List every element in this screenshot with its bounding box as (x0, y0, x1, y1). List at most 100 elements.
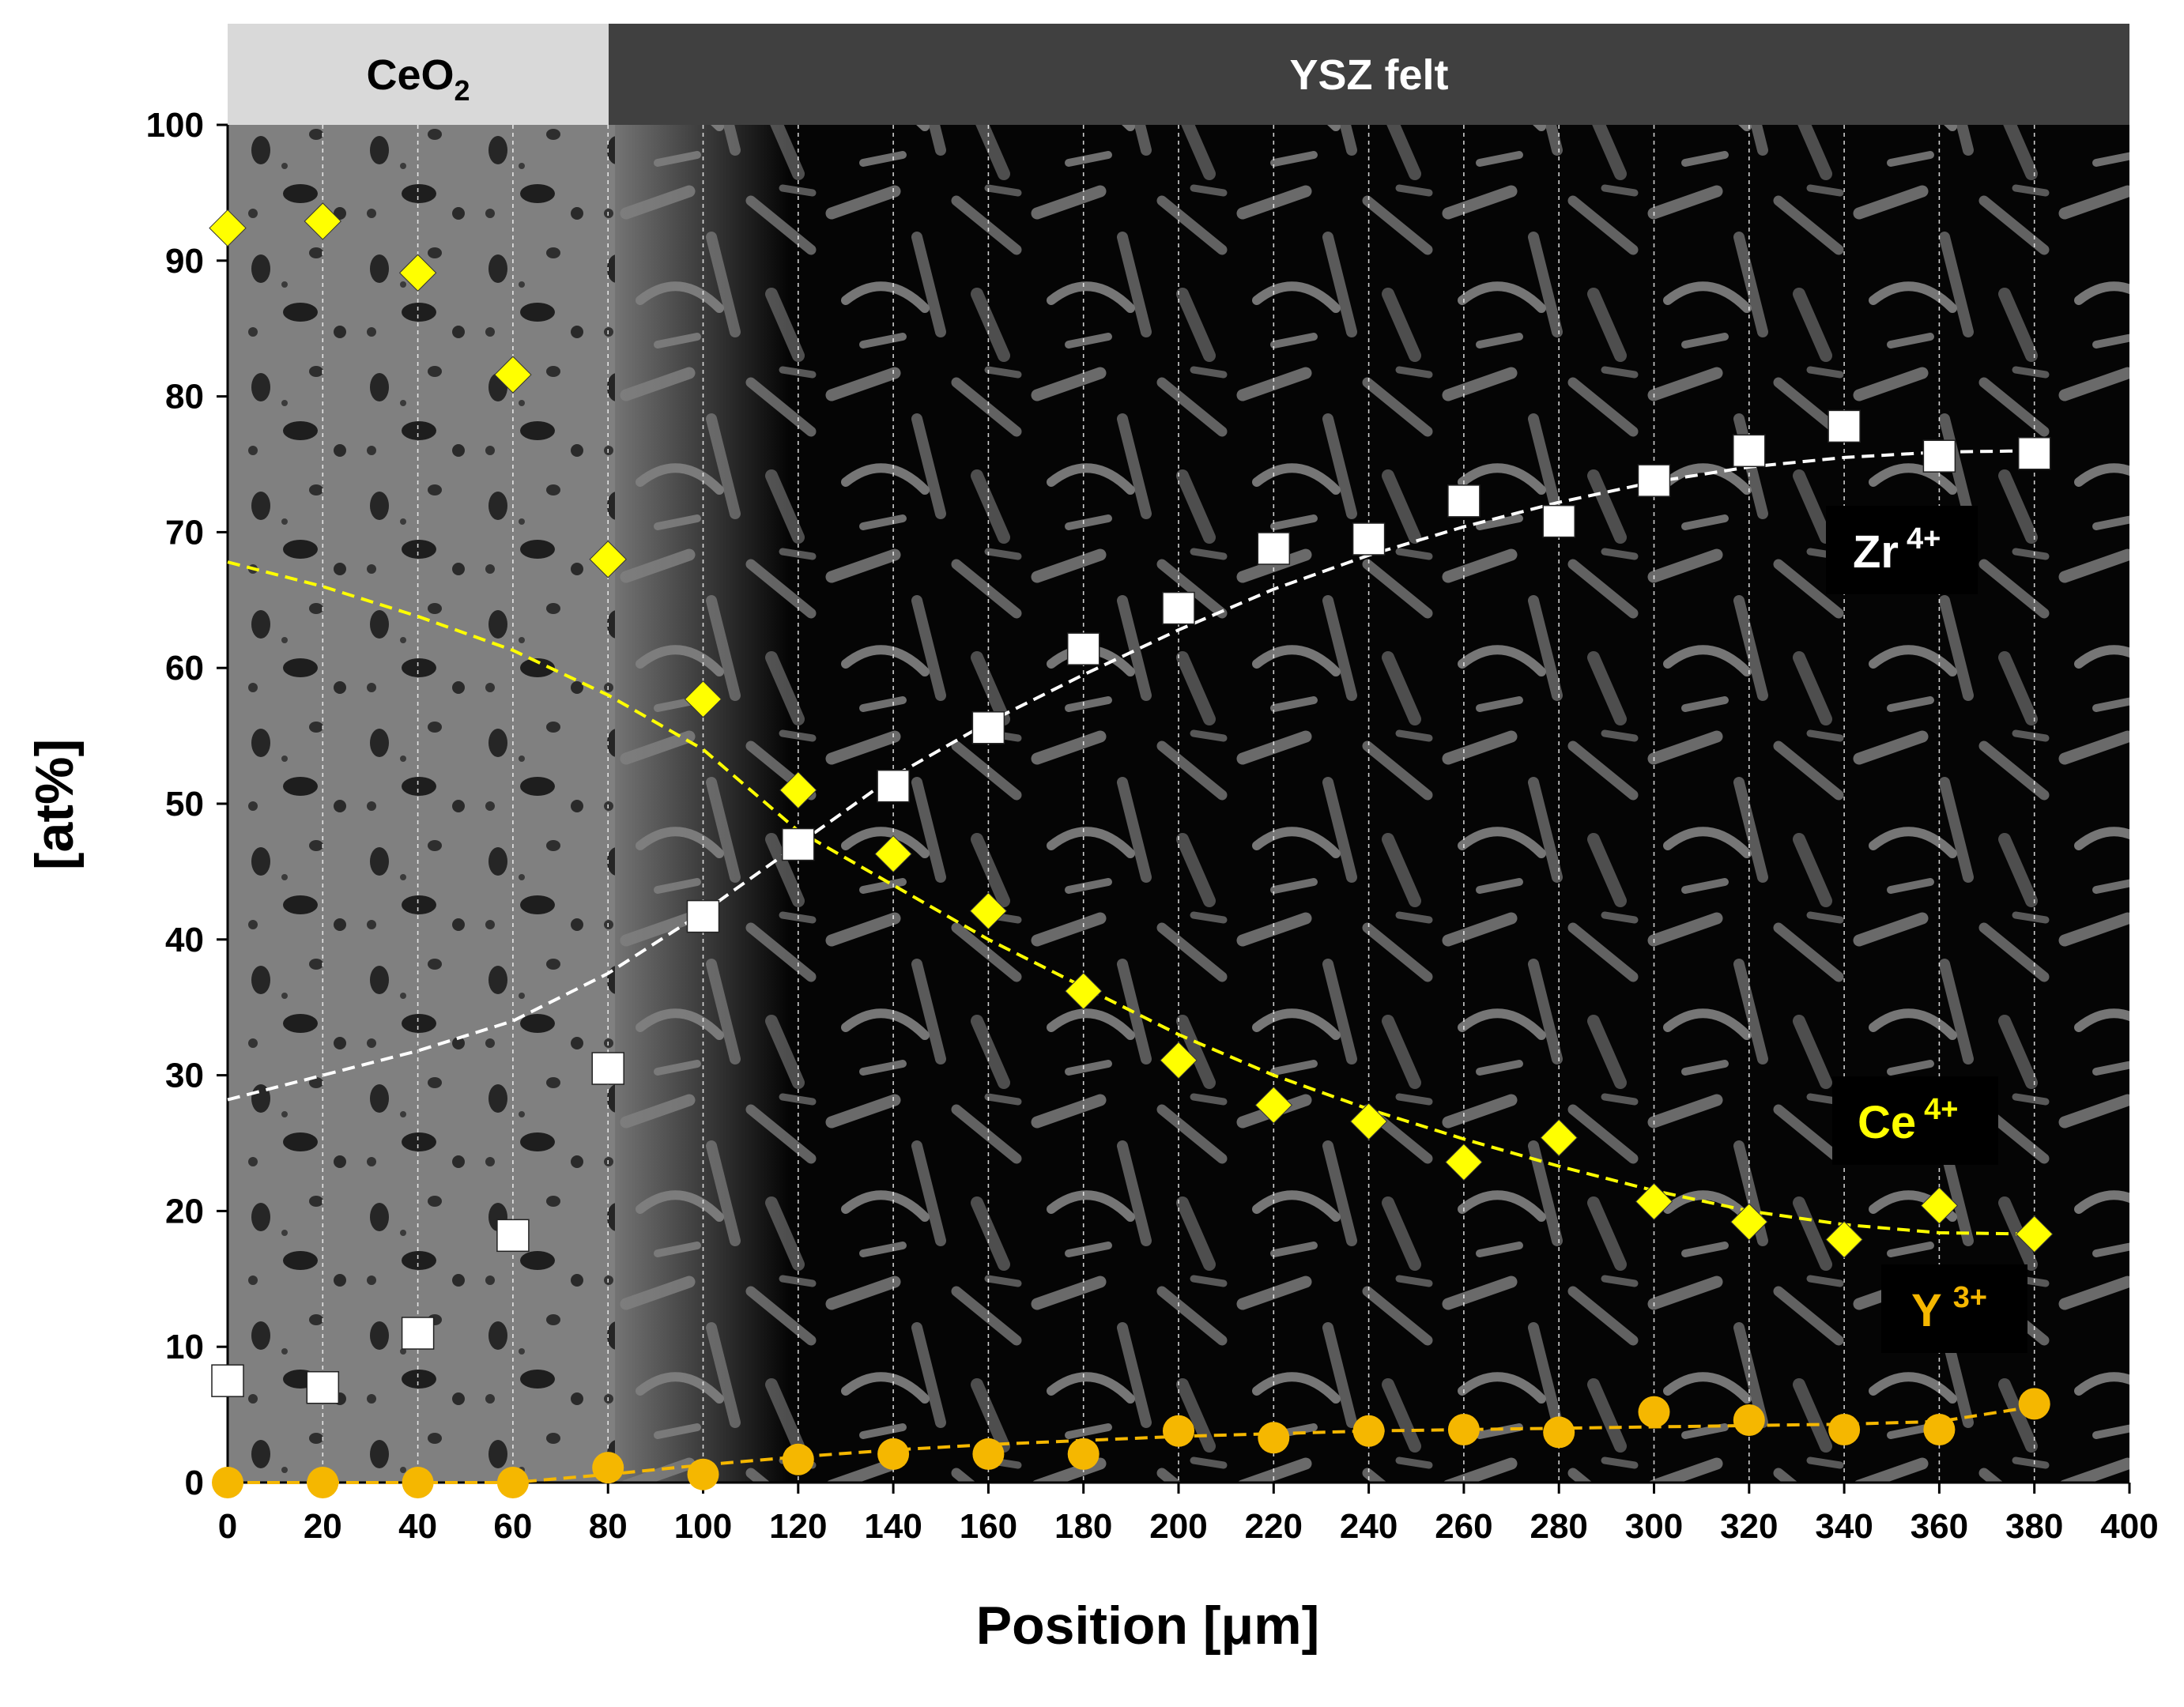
x-tick-label: 260 (1435, 1507, 1492, 1546)
zr-point (1162, 591, 1195, 625)
zr-point (971, 711, 1005, 744)
ceo2-region-label: CeO2 (366, 51, 470, 107)
ce-point (494, 356, 532, 394)
zr-point (1352, 522, 1386, 556)
zr-point (1257, 532, 1291, 565)
zr-series (211, 409, 2051, 1404)
y-tick-label: 30 (165, 1057, 204, 1095)
y-label-background (1881, 1264, 2027, 1353)
x-tick-label: 400 (2100, 1507, 2158, 1546)
ce-point (1635, 1182, 1673, 1221)
series-labels: Zr 4+ Ce 4+ Y 3+ (1826, 506, 2027, 1353)
ce-point (969, 892, 1008, 930)
x-tick-label: 100 (674, 1507, 732, 1546)
y-series-label: Y 3+ (1911, 1281, 1987, 1336)
y-point (1638, 1396, 1670, 1428)
zr-series-label: Zr 4+ (1853, 522, 1941, 578)
ce-point (1349, 1102, 1388, 1140)
x-tick-label: 140 (864, 1507, 922, 1546)
zr-point (877, 769, 910, 803)
ce-point (1254, 1086, 1293, 1125)
x-tick-label: 120 (769, 1507, 827, 1546)
zr-point (306, 1370, 340, 1404)
y-point (877, 1438, 910, 1470)
ceo2-region-band (228, 24, 609, 125)
ce-point (1825, 1220, 1863, 1259)
ce-point (1064, 972, 1103, 1010)
y-tick-label: 20 (165, 1192, 204, 1230)
x-tick-label: 0 (218, 1507, 237, 1546)
y-point (1352, 1415, 1385, 1447)
zr-point (1542, 504, 1575, 538)
zr-point (1637, 464, 1671, 497)
ce-series-label: Ce 4+ (1858, 1093, 1958, 1148)
trend-lines (227, 449, 2035, 1484)
x-tick-label: 360 (1911, 1507, 1968, 1546)
ce-point (1160, 1041, 1198, 1080)
y-point (1258, 1422, 1290, 1454)
y-point (687, 1458, 719, 1490)
x-tick-label: 80 (589, 1507, 628, 1546)
ce-trend-line (227, 560, 2035, 1236)
ce-point (779, 771, 817, 809)
y-point (1067, 1438, 1100, 1470)
x-tick-label: 40 (398, 1507, 437, 1546)
x-tick-label: 200 (1149, 1507, 1207, 1546)
zr-point (496, 1219, 530, 1253)
y-tick-label: 100 (146, 106, 204, 145)
ce-label-background (1832, 1076, 1998, 1165)
y-point (212, 1467, 243, 1498)
x-tick-label: 160 (960, 1507, 1017, 1546)
y-point (1163, 1415, 1194, 1447)
ce-point (209, 209, 247, 247)
y-tick-label: 60 (165, 649, 204, 688)
ce-point (304, 202, 342, 240)
y-tick-label: 90 (165, 242, 204, 281)
y-axis-title: [at%] (25, 739, 85, 870)
x-tick-label: 340 (1815, 1507, 1873, 1546)
ce-point (1920, 1186, 1959, 1225)
y-point (2018, 1388, 2050, 1420)
y-point (592, 1452, 624, 1484)
zr-point (1066, 632, 1100, 665)
region-bands: CeO2 YSZ felt (228, 24, 2129, 125)
ysz-felt-region-label: YSZ felt (1289, 51, 1448, 99)
y-point (307, 1467, 339, 1498)
zr-point (2017, 437, 2051, 470)
ce-point (1540, 1118, 1578, 1157)
zr-point (1733, 434, 1766, 468)
x-tick-label: 60 (493, 1507, 532, 1546)
data-markers (209, 202, 2054, 1498)
ce-point (398, 254, 437, 292)
y-point (1543, 1416, 1575, 1449)
y-tick-label: 50 (165, 785, 204, 823)
y-tick-label: 0 (185, 1464, 204, 1502)
y-point (496, 1467, 529, 1498)
y-tick-label: 40 (165, 921, 204, 959)
x-tick-label: 20 (304, 1507, 342, 1546)
zr-point (1922, 439, 1956, 473)
y-tick-label: 80 (165, 378, 204, 416)
vertical-gridlines (322, 125, 2035, 1483)
ce-point (2015, 1215, 2054, 1253)
ce-point (1445, 1143, 1483, 1181)
zr-point (591, 1052, 624, 1085)
y-point (1923, 1413, 1956, 1445)
x-axis-ticks: 0 20 40 60 80 100 120 140 160 180 200 220 240 260 280 3… (218, 1483, 2159, 1546)
ce-point (874, 835, 912, 873)
x-tick-label: 320 (1720, 1507, 1778, 1546)
zr-label-background (1826, 506, 1978, 594)
y-trend-line (228, 1404, 2035, 1484)
x-tick-label: 380 (2005, 1507, 2063, 1546)
ce-point (1730, 1203, 1768, 1241)
y-point (972, 1438, 1005, 1470)
y-point (782, 1443, 814, 1475)
x-tick-label: 280 (1530, 1507, 1587, 1546)
x-tick-label: 220 (1245, 1507, 1303, 1546)
ysz-felt-region-band (609, 24, 2129, 125)
y-tick-label: 70 (165, 513, 204, 552)
zr-point (211, 1364, 244, 1397)
x-tick-label: 240 (1340, 1507, 1398, 1546)
ce-point (684, 680, 722, 718)
